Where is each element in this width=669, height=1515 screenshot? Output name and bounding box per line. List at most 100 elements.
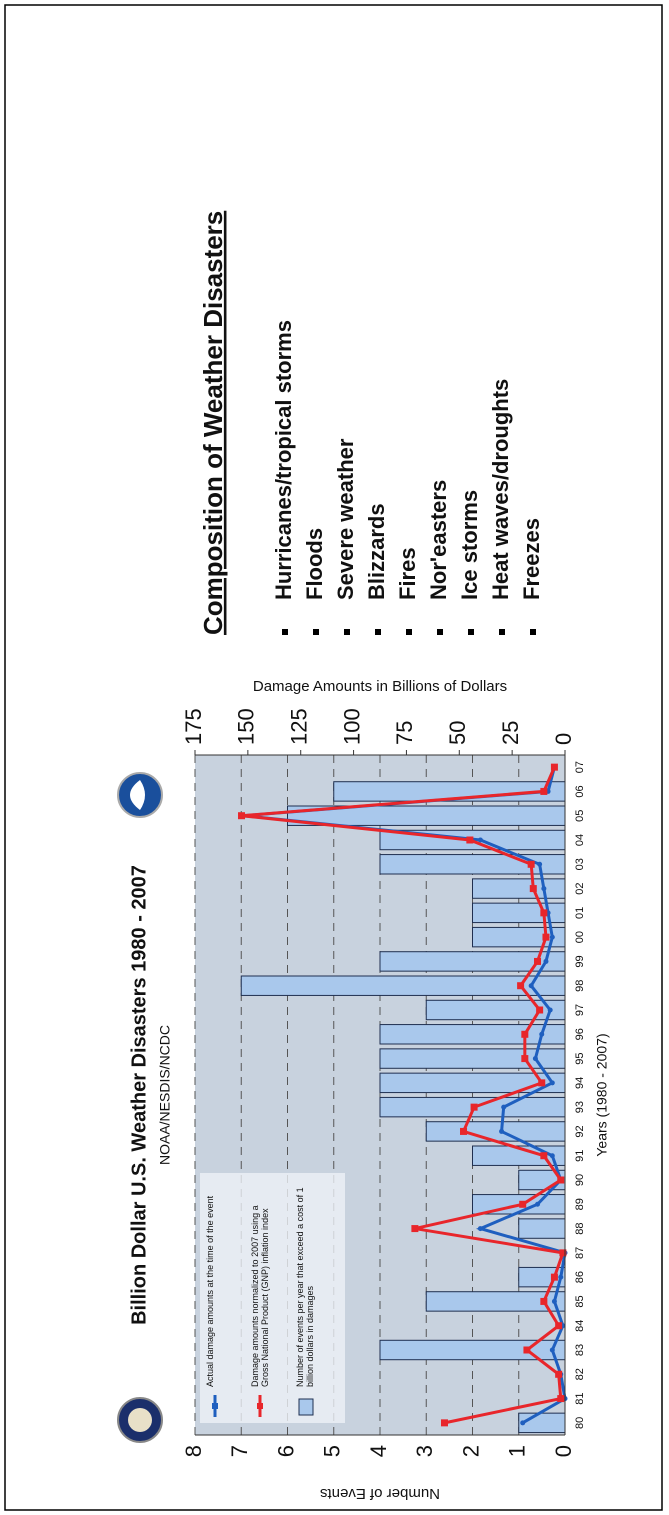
x-tick-label: 90 <box>574 1174 586 1186</box>
legend-swatch-marker <box>212 1403 218 1409</box>
line-marker <box>550 1348 555 1353</box>
x-tick-label: 94 <box>574 1077 586 1089</box>
line-marker <box>537 862 542 867</box>
y2-tick-label: 175 <box>181 708 206 745</box>
y2-tick-label: 0 <box>551 733 576 745</box>
x-tick-label: 02 <box>574 882 586 894</box>
line-marker <box>478 838 483 843</box>
y-tick-label: 3 <box>412 1445 437 1457</box>
x-tick-label: 99 <box>574 955 586 967</box>
line-marker <box>528 861 535 868</box>
bar <box>473 903 566 922</box>
bullet <box>437 629 443 635</box>
line-marker <box>519 1201 526 1208</box>
line-marker <box>550 1153 555 1158</box>
line-marker <box>550 935 555 940</box>
line-marker <box>529 983 534 988</box>
line-marker <box>530 885 537 892</box>
x-tick-label: 87 <box>574 1247 586 1259</box>
line-marker <box>536 1007 543 1014</box>
line-marker <box>501 1105 506 1110</box>
y-tick-label: 0 <box>551 1445 576 1457</box>
legend-swatch-marker <box>257 1403 263 1409</box>
bar <box>380 1025 565 1044</box>
line-marker <box>523 1347 530 1354</box>
line-marker <box>557 1395 564 1402</box>
line-marker <box>478 1226 483 1231</box>
line-marker <box>520 1420 525 1425</box>
composition-item: Fires <box>395 547 420 600</box>
legend-item: Number of events per year that exceed a … <box>295 1187 339 1387</box>
x-tick-label: 01 <box>574 907 586 919</box>
line-marker <box>557 1177 564 1184</box>
y2-tick-label: 75 <box>392 721 417 745</box>
y-tick-label: 1 <box>505 1445 530 1457</box>
line-marker <box>540 1298 547 1305</box>
line-marker <box>411 1225 418 1232</box>
line-marker <box>555 1371 562 1378</box>
line-marker <box>533 1056 538 1061</box>
x-tick-label: 95 <box>574 1052 586 1064</box>
slide: Billion Dollar U.S. Weather Disasters 19… <box>5 5 662 1510</box>
line-marker <box>540 909 547 916</box>
y2-tick-label: 25 <box>498 721 523 745</box>
x-tick-label: 85 <box>574 1295 586 1307</box>
line-marker <box>551 1274 558 1281</box>
line-marker <box>521 1055 528 1062</box>
y-tick-label: 6 <box>273 1445 298 1457</box>
chart-title: Billion Dollar U.S. Weather Disasters 19… <box>128 865 150 1325</box>
bullet <box>282 629 288 635</box>
x-tick-label: 05 <box>574 810 586 822</box>
x-tick-label: 03 <box>574 858 586 870</box>
x-tick-label: 84 <box>574 1320 586 1332</box>
bar <box>473 879 566 898</box>
x-tick-label: 88 <box>574 1222 586 1234</box>
x-tick-label: 07 <box>574 761 586 773</box>
bar <box>426 1122 565 1141</box>
x-tick-label: 00 <box>574 931 586 943</box>
legend-label: Number of events per year that exceed a … <box>295 1187 315 1387</box>
composition-item: Hurricanes/tropical storms <box>271 320 296 600</box>
chart-subtitle: NOAA/NESDIS/NCDC <box>157 1025 173 1165</box>
composition-title: Composition of Weather Disasters <box>198 211 228 635</box>
x-tick-label: 97 <box>574 1004 586 1016</box>
line-marker <box>541 886 546 891</box>
line-marker <box>535 1202 540 1207</box>
commerce-logo-inner <box>128 1408 152 1432</box>
bullet <box>499 629 505 635</box>
legend-item: Actual damage amounts at the time of the… <box>205 1187 249 1387</box>
composition-item: Blizzards <box>364 503 389 600</box>
bar <box>519 1219 565 1238</box>
x-tick-label: 04 <box>574 834 586 846</box>
line-marker <box>540 1152 547 1159</box>
composition-item: Heat waves/droughts <box>488 379 513 600</box>
y2-tick-label: 125 <box>287 708 312 745</box>
composition-item: Severe weather <box>333 438 358 600</box>
bullet <box>530 629 536 635</box>
composition-item: Ice storms <box>457 490 482 600</box>
line-marker <box>460 1128 467 1135</box>
line-marker <box>538 1079 545 1086</box>
y-tick-label: 2 <box>458 1445 483 1457</box>
legend-label: Actual damage amounts at the time of the… <box>205 1187 215 1387</box>
line-marker <box>517 982 524 989</box>
x-tick-label: 89 <box>574 1198 586 1210</box>
legend-label: Damage amounts normalized to 2007 using … <box>250 1187 270 1387</box>
y-axis-title: Number of Events <box>320 1485 440 1502</box>
line-marker <box>534 958 541 965</box>
x-tick-label: 96 <box>574 1028 586 1040</box>
line-marker <box>539 1032 544 1037</box>
composition-item: Nor'easters <box>426 480 451 600</box>
y2-tick-label: 100 <box>339 708 364 745</box>
y-tick-label: 5 <box>320 1445 345 1457</box>
bullet <box>468 629 474 635</box>
x-tick-label: 80 <box>574 1417 586 1429</box>
page: Billion Dollar U.S. Weather Disasters 19… <box>0 0 669 1515</box>
line-marker <box>441 1419 448 1426</box>
line-marker <box>238 812 245 819</box>
x-tick-label: 82 <box>574 1368 586 1380</box>
bullet <box>313 629 319 635</box>
line-marker <box>540 788 547 795</box>
x-tick-label: 83 <box>574 1344 586 1356</box>
x-tick-label: 91 <box>574 1150 586 1162</box>
